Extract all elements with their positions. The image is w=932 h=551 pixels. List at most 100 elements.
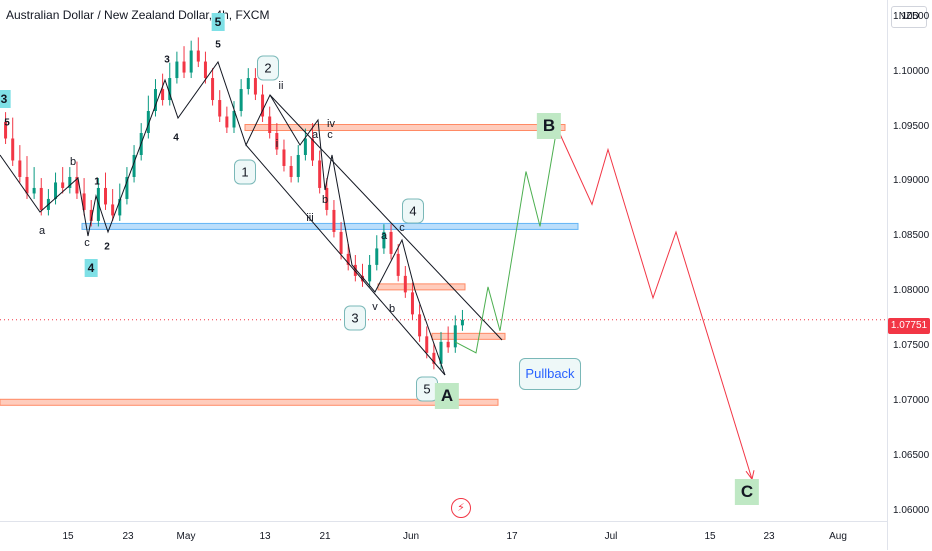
wave-iii-label: iii [306, 212, 314, 224]
candle-body [275, 132, 279, 150]
x-tick-label: 13 [259, 531, 271, 542]
pullback-callout: Pullback [519, 358, 581, 390]
candle-body [346, 253, 350, 265]
candle-body [410, 292, 414, 315]
candle-body [382, 231, 386, 249]
x-tick-label: 15 [704, 531, 716, 542]
candle-body [89, 209, 93, 221]
candle-body [282, 149, 286, 166]
candle-body [303, 138, 307, 155]
candle-body [75, 176, 79, 194]
candle-body [389, 231, 393, 254]
wave-iv-label: iv [327, 118, 335, 130]
y-tick-label: 1.06500 [893, 450, 930, 462]
currency-label[interactable]: NZD [891, 6, 927, 28]
candle-body [111, 204, 115, 216]
candle-body [325, 187, 329, 210]
candle-body [253, 78, 257, 95]
x-tick-label: 23 [763, 531, 775, 542]
x-tick-label: 17 [506, 531, 518, 542]
candle-body [318, 160, 322, 188]
candle-body [332, 209, 336, 232]
projection-green-path [454, 127, 558, 354]
candle-body [453, 325, 457, 348]
candle-body [25, 176, 29, 194]
candle-body [118, 198, 122, 216]
y-tick-label: 1.10500 [893, 10, 930, 22]
wave-ii-label: ii [278, 80, 284, 92]
candle-body [261, 94, 265, 117]
candle-body [289, 165, 293, 177]
x-tick-label: 23 [122, 531, 134, 542]
channel-lower [245, 144, 446, 376]
candle-body [189, 50, 193, 73]
candle-body [311, 138, 315, 161]
candle-body [61, 182, 65, 188]
chart-title: Australian Dollar / New Zealand Dollar, … [6, 8, 270, 22]
candle-body [153, 89, 157, 112]
y-tick-label: 1.10000 [893, 65, 930, 77]
channel-upper [269, 94, 503, 341]
candle-body [432, 352, 436, 364]
lightning-icon[interactable]: ⚡ [451, 498, 471, 518]
chart-canvas[interactable] [0, 0, 887, 521]
candle-body [460, 319, 464, 326]
last-price-tag: 1.07751 [888, 318, 930, 334]
candle-body [18, 160, 22, 177]
candle-body [125, 176, 129, 199]
x-tick-label: 21 [319, 531, 331, 542]
candle-body [239, 89, 243, 112]
price-axis[interactable] [887, 0, 932, 550]
candle-body [168, 78, 172, 101]
wave-1-box: 1 [234, 159, 256, 185]
y-tick-label: 1.08000 [893, 285, 930, 297]
projection-red-path [556, 127, 753, 480]
wave-3-box: 3 [344, 305, 366, 331]
y-tick-label: 1.06000 [893, 505, 930, 517]
candle-body [161, 89, 165, 101]
wave-5-top-box: 5 [211, 13, 225, 31]
y-tick-label: 1.07000 [893, 395, 930, 407]
price-band [244, 124, 566, 132]
wave-b-mid-label: b [321, 194, 329, 206]
candle-body [203, 61, 207, 79]
wave-B-label: B [536, 113, 562, 139]
wave-b-low-label: b [388, 303, 396, 315]
candle-body [4, 122, 8, 139]
candle-body [353, 264, 357, 276]
price-band [0, 398, 499, 406]
candle-body [32, 187, 36, 194]
candle-body [196, 50, 200, 62]
candle-body [296, 154, 300, 177]
y-tick-label: 1.09000 [893, 175, 930, 187]
y-tick-label: 1.08500 [893, 230, 930, 242]
x-tick-label: Jul [604, 531, 618, 542]
x-tick-label: Jun [402, 531, 420, 542]
candle-body [246, 78, 250, 90]
candle-body [182, 61, 186, 73]
wave-a-mid-label: a [311, 129, 319, 141]
candle-body [146, 111, 150, 133]
wave-2-box: 2 [257, 55, 279, 81]
wave-3-small-label: 3 [164, 54, 170, 66]
wave-5-left-label: 5 [4, 117, 10, 129]
wave-a-left-label: a [38, 225, 46, 237]
wave-3-left-label: 3 [0, 90, 11, 108]
candle-body [425, 336, 429, 353]
wave-4-left-label: 4 [84, 259, 98, 277]
wave-c-left-label: c [84, 237, 90, 249]
wave-4-box: 4 [402, 198, 424, 224]
y-tick-label: 1.09500 [893, 120, 930, 132]
candle-body [225, 116, 229, 128]
candle-body [82, 193, 86, 210]
wave-C-label: C [734, 479, 760, 505]
wave-a-low-label: a [380, 230, 388, 242]
candle-body [132, 154, 136, 177]
candle-body [368, 264, 372, 282]
candle-body [39, 187, 43, 210]
wave-v-label: v [372, 301, 378, 313]
wave-5-top-label: 5 [215, 39, 221, 51]
time-axis[interactable] [0, 521, 887, 551]
candle-body [175, 61, 179, 79]
